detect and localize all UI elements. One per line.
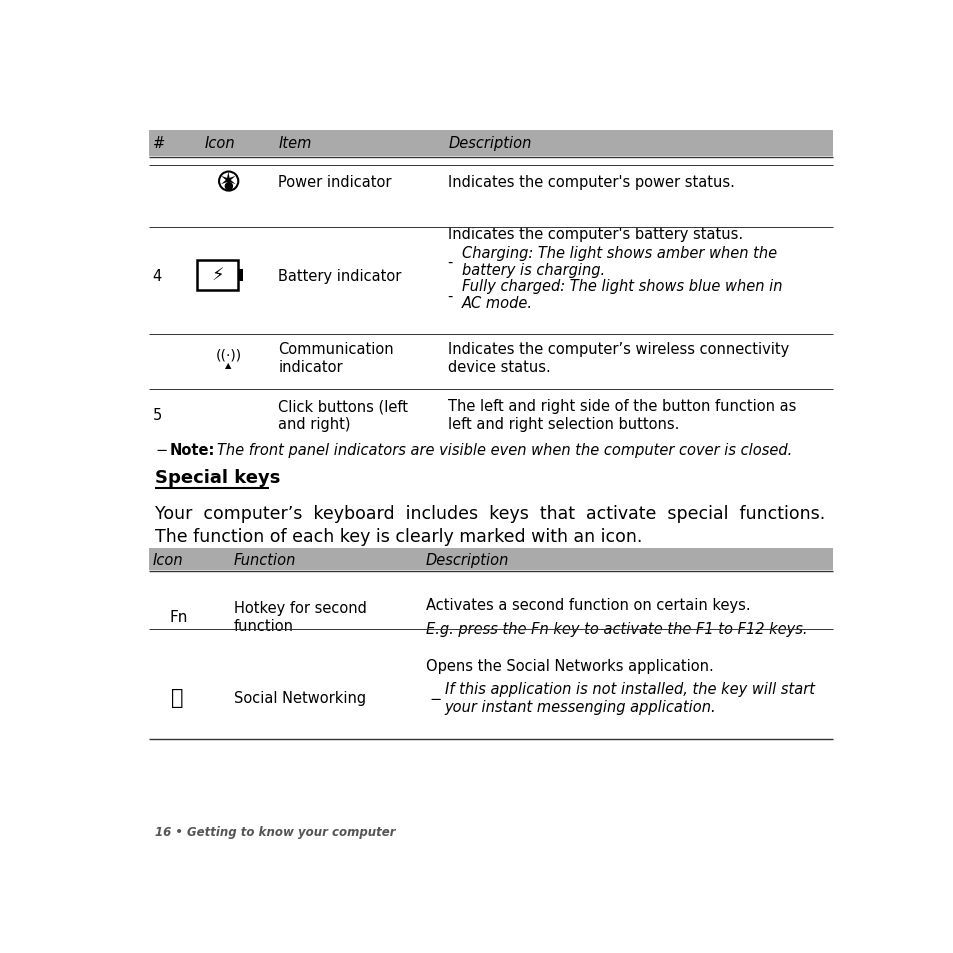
Text: 16 • Getting to know your computer: 16 • Getting to know your computer xyxy=(154,825,395,839)
Text: Description: Description xyxy=(448,136,531,152)
Text: 4: 4 xyxy=(152,269,162,283)
Text: Icon: Icon xyxy=(152,553,183,567)
Text: If this application is not installed, the key will start
your instant messenging: If this application is not installed, th… xyxy=(444,681,814,714)
Text: ▲: ▲ xyxy=(225,361,232,370)
Text: Fully charged: The light shows blue when in
AC mode.: Fully charged: The light shows blue when… xyxy=(461,278,781,311)
Text: ✶: ✶ xyxy=(219,172,237,192)
Text: Indicates the computer’s wireless connectivity
device status.: Indicates the computer’s wireless connec… xyxy=(448,342,789,375)
Text: Click buttons (left
and right): Click buttons (left and right) xyxy=(278,399,408,432)
Text: Your  computer’s  keyboard  includes  keys  that  activate  special  functions.: Your computer’s keyboard includes keys t… xyxy=(154,504,824,522)
Text: ((·)): ((·)) xyxy=(215,348,241,362)
Text: Item: Item xyxy=(278,136,312,152)
Text: Fn: Fn xyxy=(169,610,188,624)
Bar xyxy=(237,270,242,282)
Text: Communication
indicator: Communication indicator xyxy=(278,342,394,375)
Text: 5: 5 xyxy=(152,408,162,423)
Text: ⚡: ⚡ xyxy=(211,267,224,285)
Text: 👫: 👫 xyxy=(171,688,183,708)
Text: ●: ● xyxy=(224,180,233,191)
Bar xyxy=(149,549,832,571)
Text: Charging: The light shows amber when the
battery is charging.: Charging: The light shows amber when the… xyxy=(461,246,776,278)
Text: -: - xyxy=(448,254,457,270)
Text: Icon: Icon xyxy=(204,136,234,152)
Text: Function: Function xyxy=(233,553,296,567)
Text: Indicates the computer's power status.: Indicates the computer's power status. xyxy=(448,174,735,190)
Text: The left and right side of the button function as
left and right selection butto: The left and right side of the button fu… xyxy=(448,399,796,432)
Text: Opens the Social Networks application.: Opens the Social Networks application. xyxy=(426,658,713,673)
Text: Social Networking: Social Networking xyxy=(233,690,366,705)
Text: −: − xyxy=(156,443,172,458)
Text: Activates a second function on certain keys.: Activates a second function on certain k… xyxy=(426,598,750,613)
Text: #: # xyxy=(152,136,165,152)
Text: Indicates the computer's battery status.: Indicates the computer's battery status. xyxy=(448,227,742,241)
Text: Hotkey for second
function: Hotkey for second function xyxy=(233,600,366,633)
Text: Note:: Note: xyxy=(170,443,214,458)
Text: The function of each key is clearly marked with an icon.: The function of each key is clearly mark… xyxy=(154,527,641,545)
Text: E.g. press the Fn key to activate the F1 to F12 keys.: E.g. press the Fn key to activate the F1… xyxy=(426,621,807,637)
Text: −: − xyxy=(429,692,446,707)
Text: Battery indicator: Battery indicator xyxy=(278,269,401,283)
Text: The front panel indicators are visible even when the computer cover is closed.: The front panel indicators are visible e… xyxy=(216,443,791,458)
Text: -: - xyxy=(448,289,457,304)
Bar xyxy=(149,131,832,156)
Text: Power indicator: Power indicator xyxy=(278,174,392,190)
Text: Description: Description xyxy=(426,553,509,567)
Text: Special keys: Special keys xyxy=(154,469,280,486)
